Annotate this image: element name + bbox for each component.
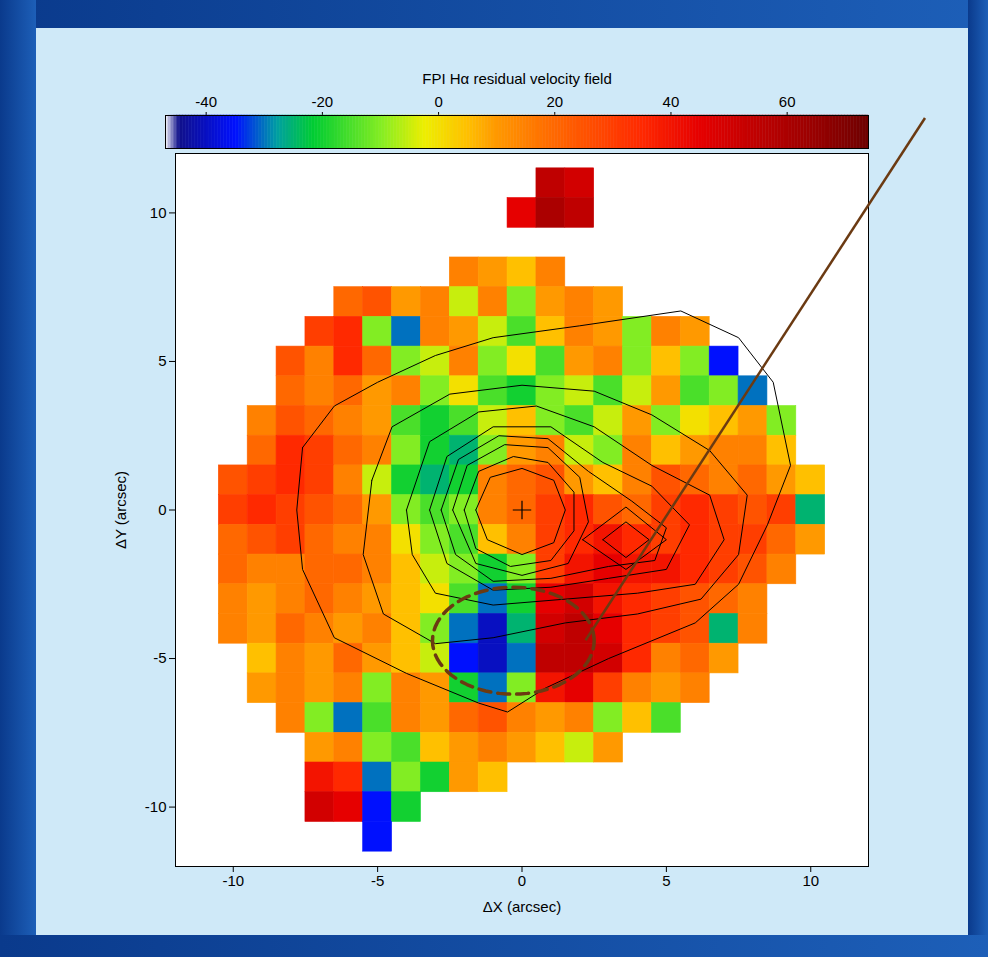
- svg-text:5: 5: [158, 352, 166, 369]
- svg-text:10: 10: [150, 204, 167, 221]
- svg-text:0: 0: [434, 93, 442, 110]
- svg-text:-40: -40: [195, 93, 217, 110]
- svg-text:60: 60: [779, 93, 796, 110]
- svg-text:40: 40: [663, 93, 680, 110]
- svg-text:ΔY (arcsec): ΔY (arcsec): [112, 471, 129, 549]
- svg-text:ΔX (arcsec): ΔX (arcsec): [483, 898, 561, 915]
- svg-text:0: 0: [158, 501, 166, 518]
- svg-text:10: 10: [802, 872, 819, 889]
- svg-text:20: 20: [546, 93, 563, 110]
- svg-text:5: 5: [662, 872, 670, 889]
- svg-text:-5: -5: [371, 872, 384, 889]
- svg-text:-10: -10: [222, 872, 244, 889]
- svg-text:0: 0: [518, 872, 526, 889]
- svg-text:-5: -5: [153, 649, 166, 666]
- svg-text:-20: -20: [312, 93, 334, 110]
- svg-text:-10: -10: [145, 798, 167, 815]
- svg-text:FPI Hα residual velocity field: FPI Hα residual velocity field: [422, 70, 612, 87]
